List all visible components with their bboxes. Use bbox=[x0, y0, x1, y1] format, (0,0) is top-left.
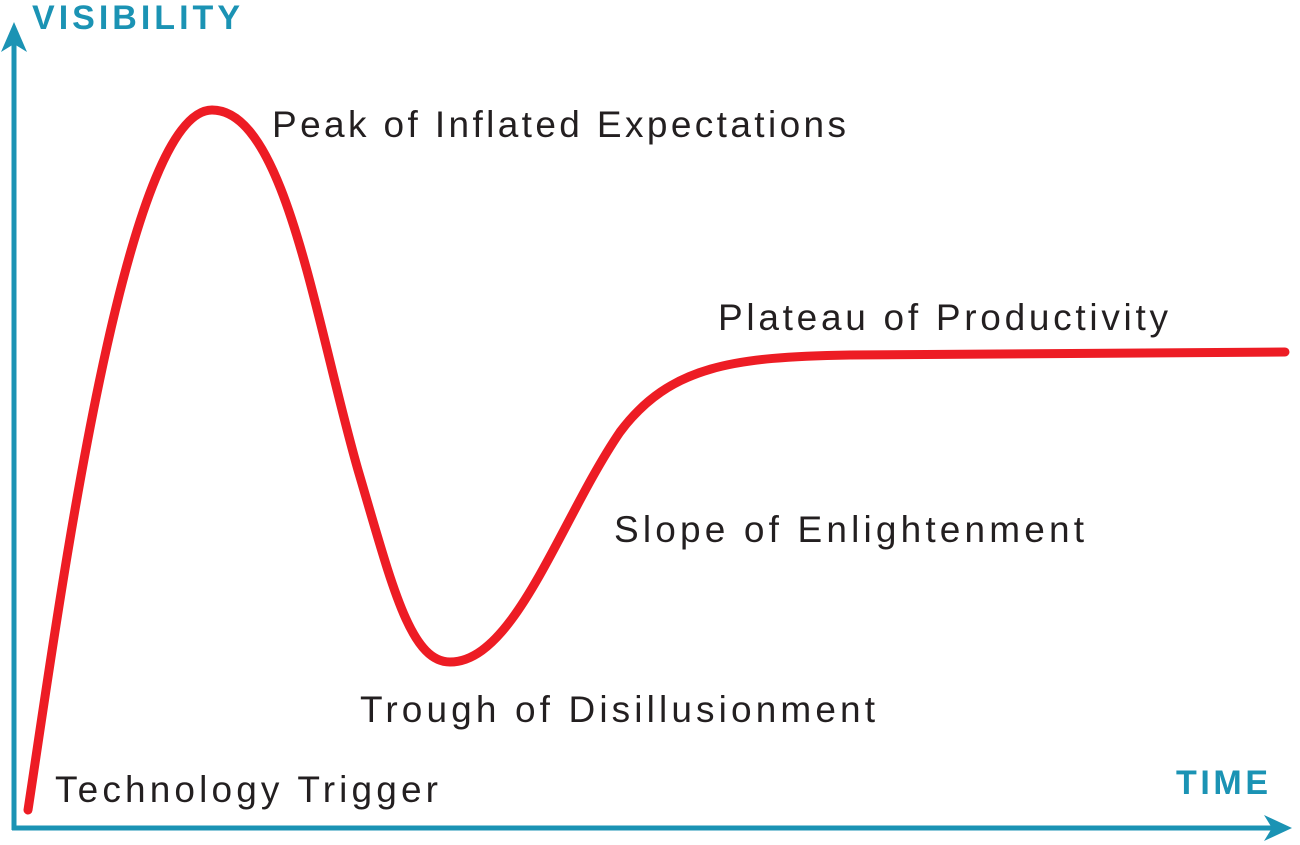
x-axis-arrow-icon bbox=[1264, 815, 1292, 841]
y-axis-arrow-icon bbox=[1, 22, 27, 52]
phase-label-peak: Peak of Inflated Expectations bbox=[272, 104, 846, 145]
phase-label-technology-trigger: Technology Trigger bbox=[55, 769, 438, 810]
phase-label-trough: Trough of Disillusionment bbox=[360, 689, 876, 730]
phase-label-slope: Slope of Enlightenment bbox=[614, 509, 1085, 550]
y-axis bbox=[1, 22, 27, 830]
y-axis-label: VISIBILITY bbox=[32, 0, 240, 37]
x-axis bbox=[12, 815, 1292, 841]
x-axis-label: TIME bbox=[1176, 764, 1268, 802]
hype-curve bbox=[23, 105, 1290, 815]
phase-label-plateau: Plateau of Productivity bbox=[718, 297, 1169, 338]
